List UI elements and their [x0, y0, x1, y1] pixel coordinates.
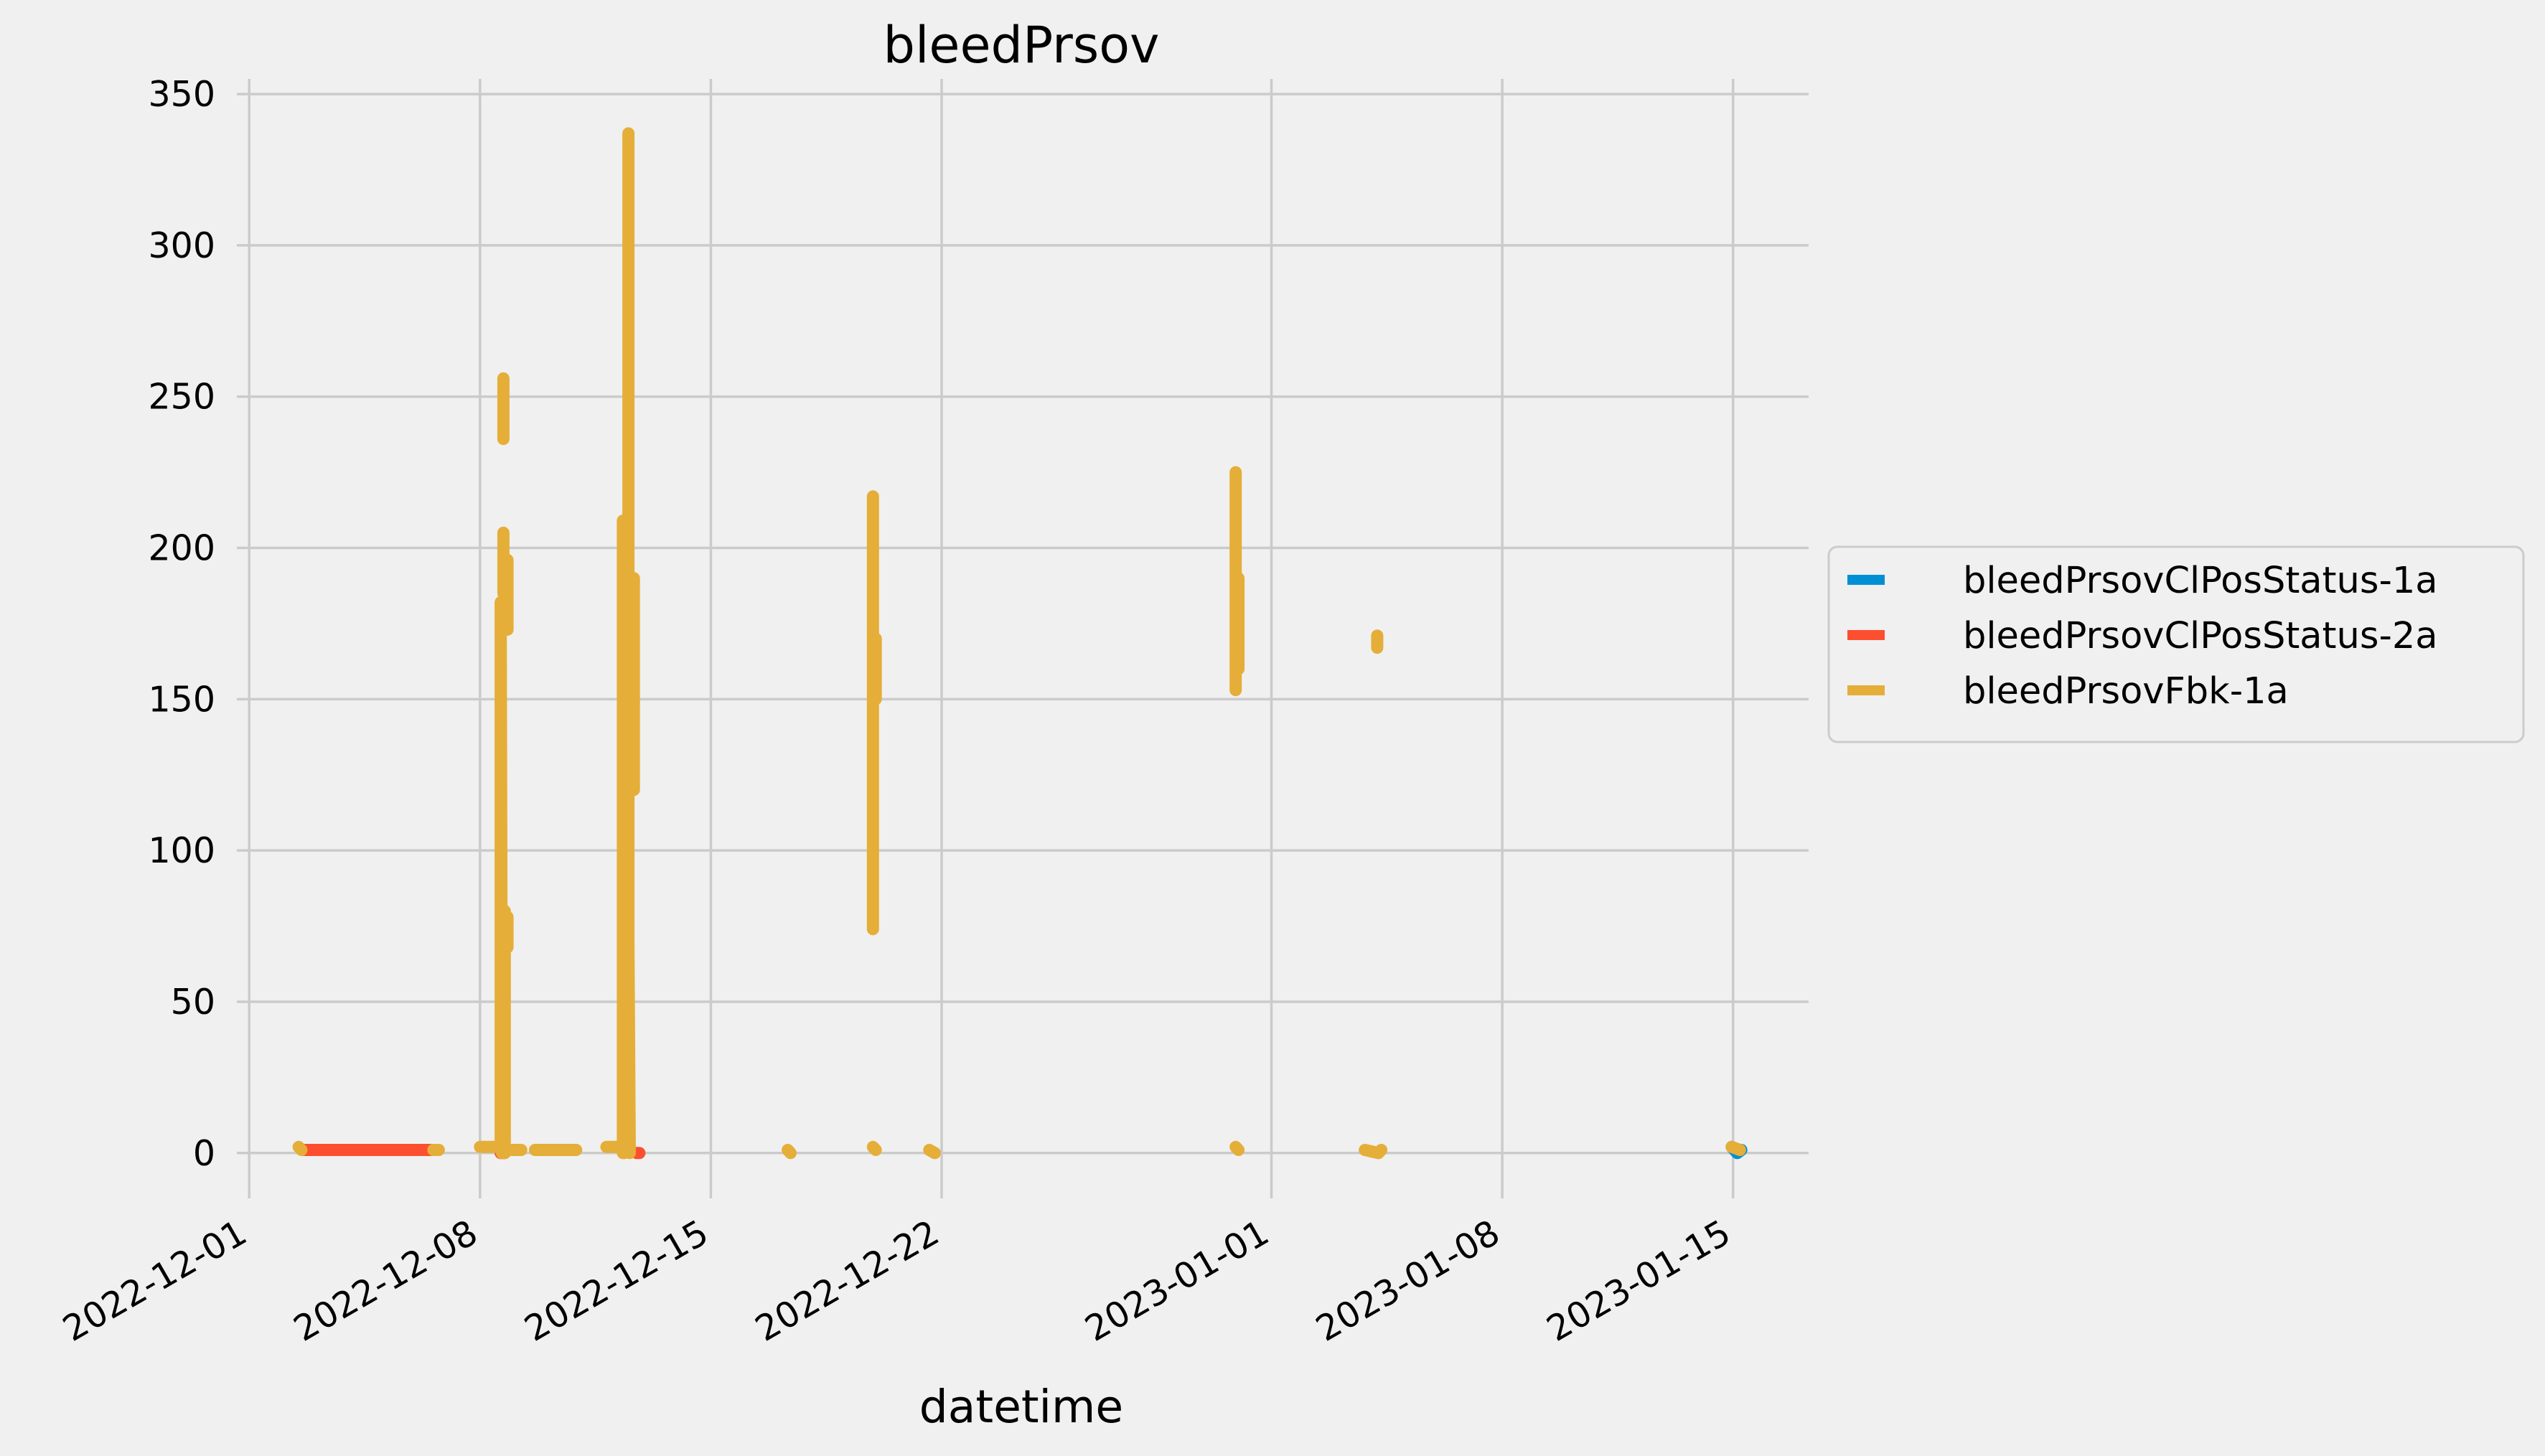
x-axis-label: datetime	[919, 1381, 1123, 1433]
series-line-segment	[923, 1144, 941, 1160]
y-tick-label: 200	[148, 528, 215, 569]
series-line-segment	[782, 1144, 797, 1160]
series-line-segment	[292, 1140, 308, 1156]
y-tick-label: 300	[148, 225, 215, 266]
legend-label: bleedPrsovFbk-1a	[1963, 670, 2289, 713]
plot-area	[237, 79, 1809, 1198]
y-tick-label: 350	[148, 74, 215, 115]
series-line-segment	[622, 127, 636, 1160]
legend-frame	[1827, 545, 2525, 743]
series-line-segment	[1359, 1144, 1388, 1160]
series-line-segment	[1725, 1140, 1746, 1156]
legend: bleedPrsovClPosStatus-1a bleedPrsovClPosS…	[1827, 545, 2525, 743]
chart-title: bleedPrsov	[884, 16, 1160, 75]
y-tick-label: 100	[148, 830, 215, 871]
series-line-segment	[866, 1140, 882, 1156]
y-tick-label: 50	[171, 982, 215, 1023]
y-tick-label: 250	[148, 377, 215, 418]
y-tick-label: 150	[148, 679, 215, 720]
y-axis: 0 50 100 150 200 250 300 350	[148, 74, 215, 1174]
legend-label: bleedPrsovClPosStatus-2a	[1963, 615, 2438, 657]
legend-label: bleedPrsovClPosStatus-1a	[1963, 560, 2438, 602]
series-line-segment	[1229, 1140, 1245, 1156]
series-layer	[292, 127, 1748, 1160]
series-bleedPrsovFbk-1a	[292, 127, 1746, 1160]
y-tick-label: 0	[193, 1133, 215, 1174]
